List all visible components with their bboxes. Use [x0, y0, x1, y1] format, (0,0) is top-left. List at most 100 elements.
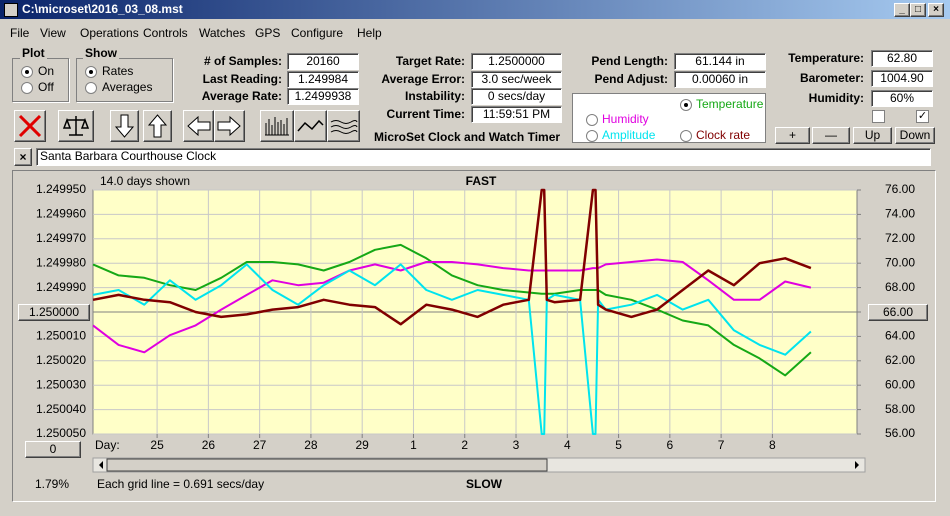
days-shown: 14.0 days shown — [100, 174, 190, 188]
bars-view-button[interactable] — [260, 110, 294, 142]
radio-button[interactable] — [85, 82, 97, 94]
legend-label: Amplitude — [602, 128, 656, 142]
y-tick-label: 1.249960 — [36, 207, 86, 221]
radio-button[interactable] — [85, 66, 97, 78]
menu-item[interactable]: GPS — [255, 26, 281, 40]
show-group — [76, 58, 173, 102]
left-arrow-button[interactable] — [183, 110, 214, 142]
x-tick-label: 7 — [718, 438, 725, 452]
adjust-button[interactable]: Up — [853, 127, 892, 144]
y-tick-label: 1.249970 — [36, 231, 86, 245]
legend-radio[interactable] — [680, 130, 692, 142]
reading-label: # of Samples: — [203, 54, 282, 68]
y2-tick-label: 58.00 — [885, 402, 915, 416]
line-view-button[interactable] — [294, 110, 327, 142]
up-arrow-icon — [147, 114, 168, 138]
radio-button[interactable] — [21, 82, 33, 94]
reading-label: Barometer: — [799, 71, 864, 85]
x-tick-label: 2 — [461, 438, 468, 452]
balance-button[interactable] — [58, 110, 94, 142]
reading-value[interactable]: 61.144 in — [674, 53, 766, 70]
stop-button[interactable] — [14, 110, 46, 142]
reading-value[interactable]: 1.2499938 — [287, 88, 359, 105]
adjust-button[interactable]: Down — [895, 127, 935, 144]
right-arrow-icon — [217, 115, 241, 137]
stop-icon — [18, 114, 42, 138]
maximize-button[interactable]: □ — [910, 3, 926, 17]
y-tick-label: 1.249980 — [36, 255, 86, 269]
checkbox-checked[interactable]: ✓ — [916, 110, 929, 123]
up-arrow-button[interactable] — [143, 110, 172, 142]
menu-item[interactable]: Configure — [291, 26, 344, 40]
y2-tick-label: 64.00 — [885, 329, 915, 343]
reading-value[interactable]: 3.0 sec/week — [471, 70, 562, 88]
legend-radio[interactable] — [680, 99, 692, 111]
watch-name-field[interactable]: Santa Barbara Courthouse Clock — [36, 148, 931, 166]
reading-value[interactable]: 0.00060 in — [674, 70, 766, 88]
scrollbar-thumb — [106, 458, 548, 472]
checkbox[interactable] — [872, 110, 885, 123]
menu-item[interactable]: Controls — [143, 26, 188, 40]
y2-tick-label: 60.00 — [885, 377, 915, 391]
legend-label: Clock rate — [696, 128, 751, 142]
center-temp-button[interactable]: 66.00 — [868, 304, 928, 321]
reading-label: Last Reading: — [202, 71, 282, 86]
menu-item[interactable]: Operations — [80, 26, 139, 40]
reading-label: Temperature: — [788, 51, 864, 65]
y-tick-label: 1.250010 — [36, 329, 86, 343]
reading-value[interactable]: 1004.90 — [871, 70, 933, 87]
multi-view-button[interactable] — [327, 110, 360, 142]
bars-icon — [265, 117, 289, 136]
reading-value[interactable]: 1.249984 — [287, 70, 359, 88]
y2-tick-label: 56.00 — [885, 426, 915, 440]
down-arrow-button[interactable] — [110, 110, 139, 142]
x-tick-label: 27 — [253, 438, 267, 452]
legend-radio[interactable] — [586, 130, 598, 142]
fast-label: FAST — [466, 174, 497, 188]
menu-item[interactable]: View — [40, 26, 66, 40]
y-tick-label: 1.250030 — [36, 377, 86, 391]
reading-label: Pend Length: — [591, 54, 668, 68]
grid-note: Each grid line = 0.691 secs/day — [97, 477, 264, 491]
radio-button[interactable] — [21, 66, 33, 78]
y2-tick-label: 70.00 — [885, 255, 915, 269]
reading-value[interactable]: 20160 — [287, 53, 359, 70]
series-line — [92, 258, 812, 354]
left-arrow-icon — [187, 115, 211, 137]
reading-label: Current Time: — [386, 106, 465, 121]
menu-item[interactable]: Watches — [199, 26, 246, 40]
right-arrow-button[interactable] — [214, 110, 245, 142]
y2-tick-label: 76.00 — [885, 182, 915, 196]
balance-icon — [62, 116, 90, 136]
reading-value[interactable]: 62.80 — [871, 50, 933, 67]
y2-tick-label: 74.00 — [885, 207, 915, 221]
adjust-button[interactable]: + — [775, 127, 810, 144]
reading-value[interactable]: 11:59:51 PM — [471, 105, 562, 123]
zero-button[interactable]: 0 — [25, 441, 81, 458]
center-rate-button[interactable]: 1.250000 — [18, 304, 90, 321]
minimize-button[interactable]: _ — [894, 3, 910, 17]
y-tick-label: 1.249950 — [36, 182, 86, 196]
reading-value[interactable]: 0 secs/day — [471, 88, 562, 105]
menu-item[interactable]: Help — [357, 26, 382, 40]
series-line — [92, 188, 812, 326]
reading-value[interactable]: 1.2500000 — [471, 53, 562, 70]
clear-button[interactable]: × — [14, 148, 32, 166]
y2-tick-label: 62.00 — [885, 353, 915, 367]
adjust-button[interactable]: — — [812, 127, 850, 144]
reading-label: Pend Adjust: — [594, 71, 668, 86]
x-tick-label: 4 — [564, 438, 571, 452]
x-tick-label: 26 — [202, 438, 216, 452]
waves-icon — [330, 120, 358, 134]
close-button[interactable]: × — [928, 3, 944, 17]
scroll-left — [99, 461, 103, 469]
menu-item[interactable]: File — [10, 26, 30, 40]
reading-value[interactable]: 60% — [871, 90, 933, 107]
legend-label: Humidity — [602, 112, 649, 126]
x-tick-label: 6 — [667, 438, 674, 452]
percent-label: 1.79% — [35, 477, 69, 491]
legend-radio[interactable] — [586, 114, 598, 126]
scroll-right — [855, 461, 859, 469]
